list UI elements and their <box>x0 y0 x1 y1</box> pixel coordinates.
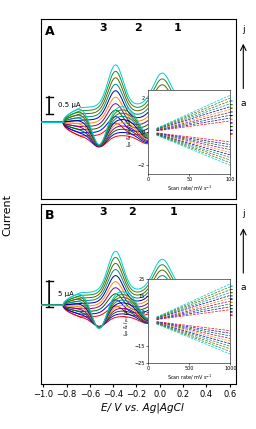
Text: 1: 1 <box>173 23 181 33</box>
Text: a: a <box>241 283 246 292</box>
Text: Current: Current <box>3 193 13 236</box>
Text: 5 μA: 5 μA <box>58 291 74 297</box>
Text: B: B <box>45 209 54 222</box>
X-axis label: Scan rate/ mV s$^{-1}$: Scan rate/ mV s$^{-1}$ <box>167 184 212 193</box>
Text: 2: 2 <box>129 207 136 218</box>
Text: 3: 3 <box>99 207 107 218</box>
Y-axis label: $I_{pa}$ & $I_{pc}$/ μA: $I_{pa}$ & $I_{pc}$/ μA <box>123 306 133 335</box>
Text: j: j <box>242 25 245 34</box>
Y-axis label: $I_{pa}$ & $I_{pc}$/ μA: $I_{pa}$ & $I_{pc}$/ μA <box>126 117 136 147</box>
Text: j: j <box>242 209 245 218</box>
Text: A: A <box>45 25 55 38</box>
Text: 3: 3 <box>99 23 107 33</box>
Text: 1: 1 <box>169 207 177 218</box>
Text: a: a <box>241 99 246 108</box>
Text: E/ V vs. Ag|AgCl: E/ V vs. Ag|AgCl <box>101 402 184 413</box>
Text: 0.5 μA: 0.5 μA <box>58 102 81 108</box>
Text: 2: 2 <box>134 23 142 33</box>
X-axis label: Scan rate/ mV s$^{-1}$: Scan rate/ mV s$^{-1}$ <box>167 372 212 382</box>
